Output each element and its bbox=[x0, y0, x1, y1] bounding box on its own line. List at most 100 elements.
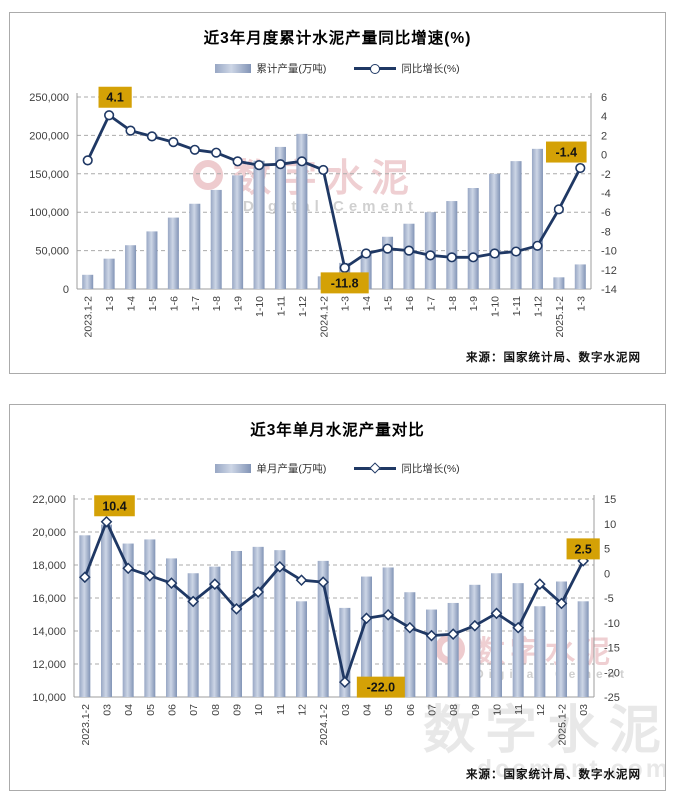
x-axis-label: 1-8 bbox=[211, 296, 223, 311]
x-axis-label: 03 bbox=[102, 704, 114, 716]
diamond-marker bbox=[360, 612, 373, 625]
bar-swatch-icon bbox=[215, 464, 252, 473]
monthly-chart-plot: 10,000 12,000 14,000 16,000 18,000 20,000 22,0… bbox=[32, 494, 620, 746]
x-axis-label: 1-11 bbox=[511, 296, 523, 316]
bar bbox=[166, 558, 177, 697]
right-axis-label: -25 bbox=[604, 692, 620, 704]
chart-title: 近3年单月水泥产量对比 bbox=[250, 422, 425, 439]
x-axis-label: 09 bbox=[470, 704, 482, 716]
growth-line bbox=[86, 113, 582, 270]
x-axis-label: 1-7 bbox=[425, 296, 437, 311]
right-axis-label: -6 bbox=[601, 207, 611, 219]
data-label-text: -22.0 bbox=[367, 681, 396, 695]
source-text: 来源：国家统计局、数字水泥网 bbox=[466, 352, 641, 364]
bar bbox=[574, 264, 586, 289]
circle-marker bbox=[168, 137, 179, 148]
diamond-marker bbox=[100, 515, 113, 528]
diamond-marker bbox=[468, 619, 481, 632]
left-axis-label: 14,000 bbox=[32, 626, 66, 638]
diamond-marker bbox=[490, 607, 503, 620]
bar bbox=[469, 584, 481, 697]
circle-marker bbox=[125, 125, 136, 136]
circle-marker bbox=[296, 156, 307, 167]
bar bbox=[296, 133, 308, 289]
data-label-text: -11.8 bbox=[331, 276, 359, 290]
right-axis-label: -15 bbox=[604, 643, 620, 655]
cumulative-chart-plot: 0 50,000 100,000 150,000 200,000 250,000 6 4 2 0 -… bbox=[29, 86, 617, 338]
line-diamond-swatch-icon bbox=[354, 462, 397, 474]
data-label-box bbox=[545, 141, 587, 163]
diamond-marker bbox=[165, 577, 178, 590]
bar bbox=[252, 546, 264, 697]
x-axis-label: 1-5 bbox=[147, 296, 159, 311]
circle-marker bbox=[189, 144, 200, 155]
bar bbox=[577, 601, 589, 697]
x-axis-label: 11 bbox=[275, 704, 287, 715]
x-axis-label: 2024.1-2 bbox=[318, 296, 330, 338]
x-axis-label: 09 bbox=[232, 704, 244, 716]
bar bbox=[274, 550, 286, 697]
diamond-marker bbox=[533, 578, 546, 591]
circle-marker bbox=[232, 156, 243, 167]
x-axis-label: 1-3 bbox=[104, 296, 116, 311]
x-axis-label: 04 bbox=[123, 704, 135, 716]
diamond-marker bbox=[403, 621, 416, 634]
source-text: 来源：国家统计局、数字水泥网 bbox=[466, 769, 641, 781]
x-axis-label: 1-4 bbox=[126, 296, 138, 311]
circle-marker bbox=[211, 147, 222, 158]
legend-label: 同比增长(%) bbox=[401, 63, 460, 75]
right-axis-label: 4 bbox=[601, 111, 607, 123]
x-axis-label: 07 bbox=[427, 704, 439, 716]
x-axis-label: 1-7 bbox=[190, 296, 202, 311]
circle-marker bbox=[361, 248, 372, 259]
bar bbox=[510, 161, 522, 289]
line-circle-swatch-icon bbox=[354, 63, 397, 74]
legend-item-bar: 累计产量(万吨) bbox=[215, 61, 326, 76]
bar bbox=[467, 188, 479, 289]
data-label-box bbox=[356, 676, 405, 698]
diamond-marker bbox=[295, 574, 308, 587]
bar bbox=[82, 274, 94, 289]
x-axis-label: 1-5 bbox=[383, 296, 395, 311]
x-axis-label: 04 bbox=[362, 704, 374, 716]
x-axis-label: 1-10 bbox=[490, 296, 502, 317]
chart-title: 近3年月度累计水泥产量同比增速(%) bbox=[203, 30, 472, 47]
x-axis-label: 05 bbox=[145, 704, 157, 716]
legend-item-line: 同比增长(%) bbox=[354, 461, 460, 476]
bar bbox=[360, 252, 372, 289]
diamond-marker bbox=[382, 608, 395, 621]
bar bbox=[232, 175, 244, 289]
bar bbox=[553, 277, 565, 289]
bar bbox=[125, 245, 137, 289]
x-axis-label: 1-6 bbox=[404, 296, 416, 311]
x-axis-label: 2023.1-2 bbox=[83, 296, 95, 338]
right-axis-label: -4 bbox=[601, 188, 611, 200]
x-axis-label: 10 bbox=[253, 704, 265, 716]
circle-marker bbox=[253, 160, 265, 171]
left-axis-label: 150,000 bbox=[29, 169, 69, 181]
left-axis-label: 12,000 bbox=[32, 659, 66, 671]
x-axis-label: 1-11 bbox=[275, 296, 287, 316]
bar bbox=[531, 148, 543, 289]
x-axis-label: 2025.1-2 bbox=[557, 704, 569, 746]
data-label-box bbox=[566, 538, 600, 560]
cumulative-output-chart-panel: 数字水泥 Digital Cement 0 50,000 100,000 150,00… bbox=[9, 12, 666, 374]
diamond-marker bbox=[230, 603, 243, 615]
x-axis-label: 05 bbox=[383, 704, 395, 716]
bar bbox=[144, 539, 156, 697]
bar bbox=[167, 217, 179, 289]
diamond-marker bbox=[78, 571, 91, 584]
left-axis-label: 20,000 bbox=[32, 527, 66, 539]
right-axis-label: -5 bbox=[604, 593, 614, 605]
x-axis-label: 06 bbox=[405, 704, 417, 716]
right-axis-label: -14 bbox=[601, 284, 617, 296]
x-axis-label: 1-12 bbox=[532, 296, 544, 317]
right-axis-label: 10 bbox=[604, 519, 616, 531]
bar bbox=[79, 535, 91, 697]
right-axis-label: 6 bbox=[601, 92, 607, 104]
bar bbox=[274, 146, 286, 289]
bar bbox=[253, 160, 265, 289]
circle-marker bbox=[489, 248, 500, 259]
circle-marker bbox=[532, 240, 543, 251]
